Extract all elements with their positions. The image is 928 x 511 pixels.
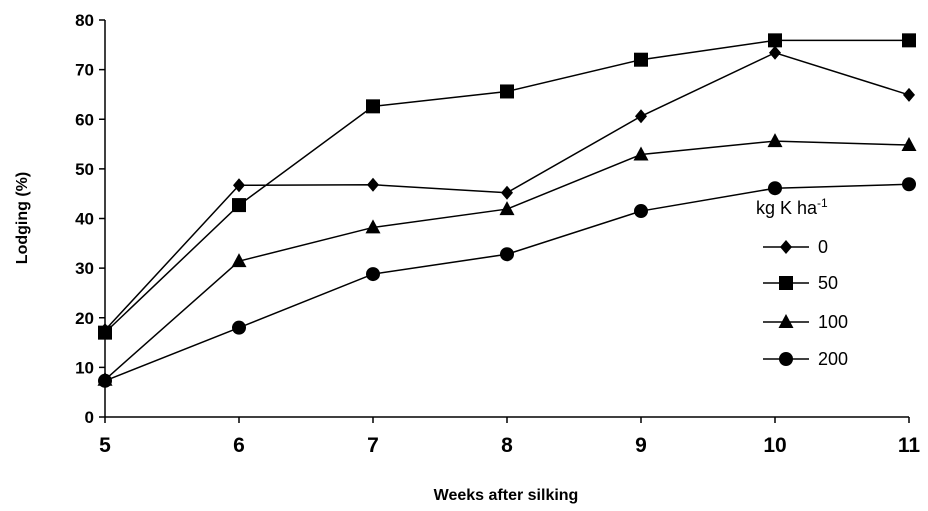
data-point-200: [634, 204, 648, 219]
data-point-100: [633, 146, 649, 161]
legend-title-superscript: -1: [817, 196, 828, 210]
data-point-200: [366, 267, 380, 282]
y-tick-label: 70: [75, 61, 94, 80]
data-point-200: [500, 247, 514, 262]
x-tick-label: 10: [763, 434, 786, 457]
y-axis-title: Lodging (%): [14, 172, 31, 264]
data-point-200: [902, 177, 916, 192]
legend-label: 0: [818, 237, 828, 257]
axes: [99, 19, 910, 423]
legend-title: kg K ha-1: [756, 196, 828, 218]
data-point-100: [365, 219, 381, 234]
data-point-0: [233, 178, 245, 193]
data-point-200: [768, 181, 782, 196]
x-tick-label: 8: [501, 434, 513, 457]
legend-title-main: kg K ha: [756, 198, 818, 218]
data-point-50: [366, 99, 380, 114]
legend-label: 200: [818, 349, 848, 369]
legend-item-0: 0: [763, 237, 828, 257]
x-tick-label: 7: [367, 434, 379, 457]
x-tick-label: 6: [233, 434, 245, 457]
data-point-50: [768, 33, 782, 48]
x-tick-label: 9: [635, 434, 647, 457]
data-point-0: [769, 45, 781, 60]
y-tick-label: 20: [75, 309, 94, 328]
data-point-50: [902, 33, 916, 48]
data-point-100: [231, 253, 247, 268]
x-axis-title: Weeks after silking: [434, 487, 579, 504]
series-lines: [97, 33, 917, 388]
legend-item-50: 50: [763, 273, 838, 293]
data-point-50: [500, 84, 514, 99]
y-tick-label: 30: [75, 259, 94, 278]
data-point-0: [635, 109, 647, 124]
data-point-50: [98, 325, 112, 340]
series-0: [99, 45, 915, 338]
data-point-200: [98, 373, 112, 388]
data-point-0: [367, 177, 379, 192]
legend: kg K ha-1 0 50 100 200: [756, 196, 848, 369]
legend-item-200: 200: [763, 349, 848, 369]
x-tick-label: 11: [898, 434, 921, 457]
y-tick-label: 80: [75, 11, 94, 30]
y-tick-label: 50: [75, 160, 94, 179]
series-200: [98, 177, 916, 388]
data-point-50: [232, 198, 246, 213]
legend-marker-circle: [779, 352, 793, 366]
y-tick-label: 0: [85, 408, 94, 427]
data-point-0: [501, 185, 513, 200]
legend-marker-square: [779, 276, 793, 290]
data-point-100: [767, 133, 783, 148]
series-50: [98, 33, 916, 340]
data-point-100: [499, 201, 515, 216]
tick-labels: 0 10 20 30 40 50 60 70 80 5 6 7 8 9 10 11: [75, 11, 920, 457]
data-point-200: [232, 320, 246, 335]
legend-marker-triangle: [778, 314, 794, 328]
data-point-50: [634, 52, 648, 67]
y-tick-label: 10: [75, 358, 94, 377]
legend-item-100: 100: [763, 312, 848, 332]
x-tick-label: 5: [99, 434, 111, 457]
y-tick-label: 60: [75, 110, 94, 129]
legend-label: 50: [818, 273, 838, 293]
y-tick-label: 40: [75, 210, 94, 229]
legend-marker-diamond: [780, 240, 792, 254]
data-point-100: [901, 137, 917, 152]
data-point-0: [903, 87, 915, 102]
legend-label: 100: [818, 312, 848, 332]
